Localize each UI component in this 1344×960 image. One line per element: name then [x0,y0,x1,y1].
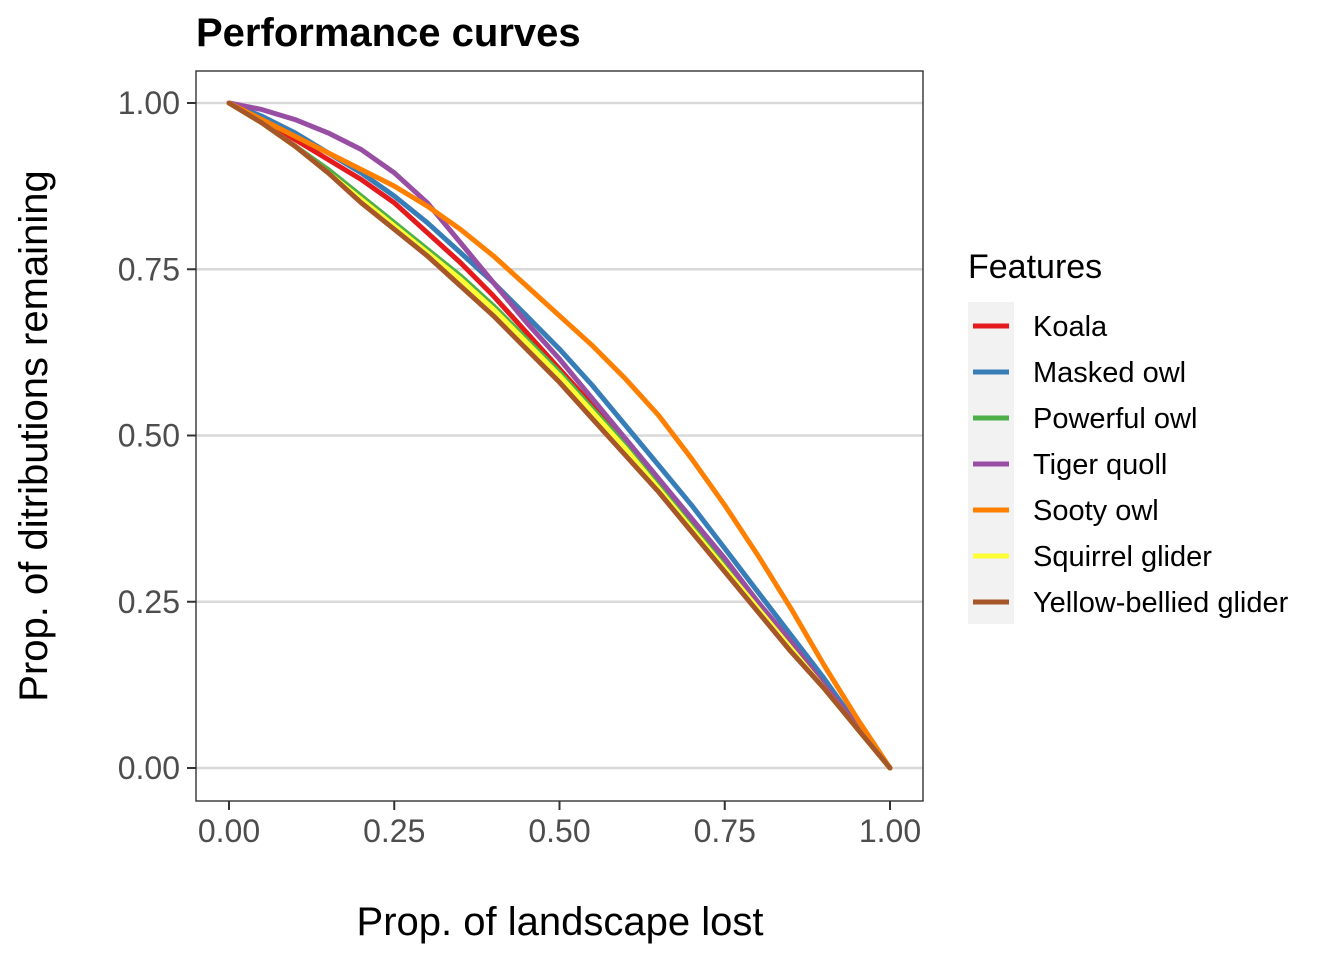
y-axis: 0.00 0.25 0.50 0.75 1.00 [118,85,196,786]
y-tick-label: 1.00 [118,85,180,121]
legend-label: Koala [1033,311,1108,343]
x-tick-label: 0.50 [528,813,590,849]
series-line-tiger-quoll [226,100,893,771]
legend-label: Tiger quoll [1033,449,1167,481]
series-layer [226,100,893,771]
legend-label: Masked owl [1033,357,1186,389]
chart-title: Performance curves [196,11,581,55]
y-tick-label: 0.50 [118,418,180,454]
legend-label: Sooty owl [1033,495,1159,527]
x-axis: 0.00 0.25 0.50 0.75 1.00 [198,801,921,849]
gridlines [196,101,923,770]
x-axis-title: Prop. of landscape lost [357,900,764,944]
series-line-yellow-bellied-glider [226,100,893,771]
legend-label: Squirrel glider [1033,541,1212,573]
legend-label: Yellow-bellied glider [1033,587,1289,619]
x-tick-label: 1.00 [859,813,921,849]
y-axis-title: Prop. of ditributions remaining [12,170,56,701]
y-tick-label: 0.25 [118,584,180,620]
x-tick-label: 0.00 [198,813,260,849]
y-tick-label: 0.75 [118,251,180,287]
series-line-sooty-owl [226,100,893,771]
plot-panel [195,70,924,802]
y-tick-label: 0.00 [118,750,180,786]
legend-label: Powerful owl [1033,403,1197,435]
x-tick-label: 0.25 [363,813,425,849]
legend: Features Koala Masked owl Powerful owl Tige… [968,248,1289,624]
x-tick-label: 0.75 [694,813,756,849]
legend-title: Features [968,248,1102,286]
